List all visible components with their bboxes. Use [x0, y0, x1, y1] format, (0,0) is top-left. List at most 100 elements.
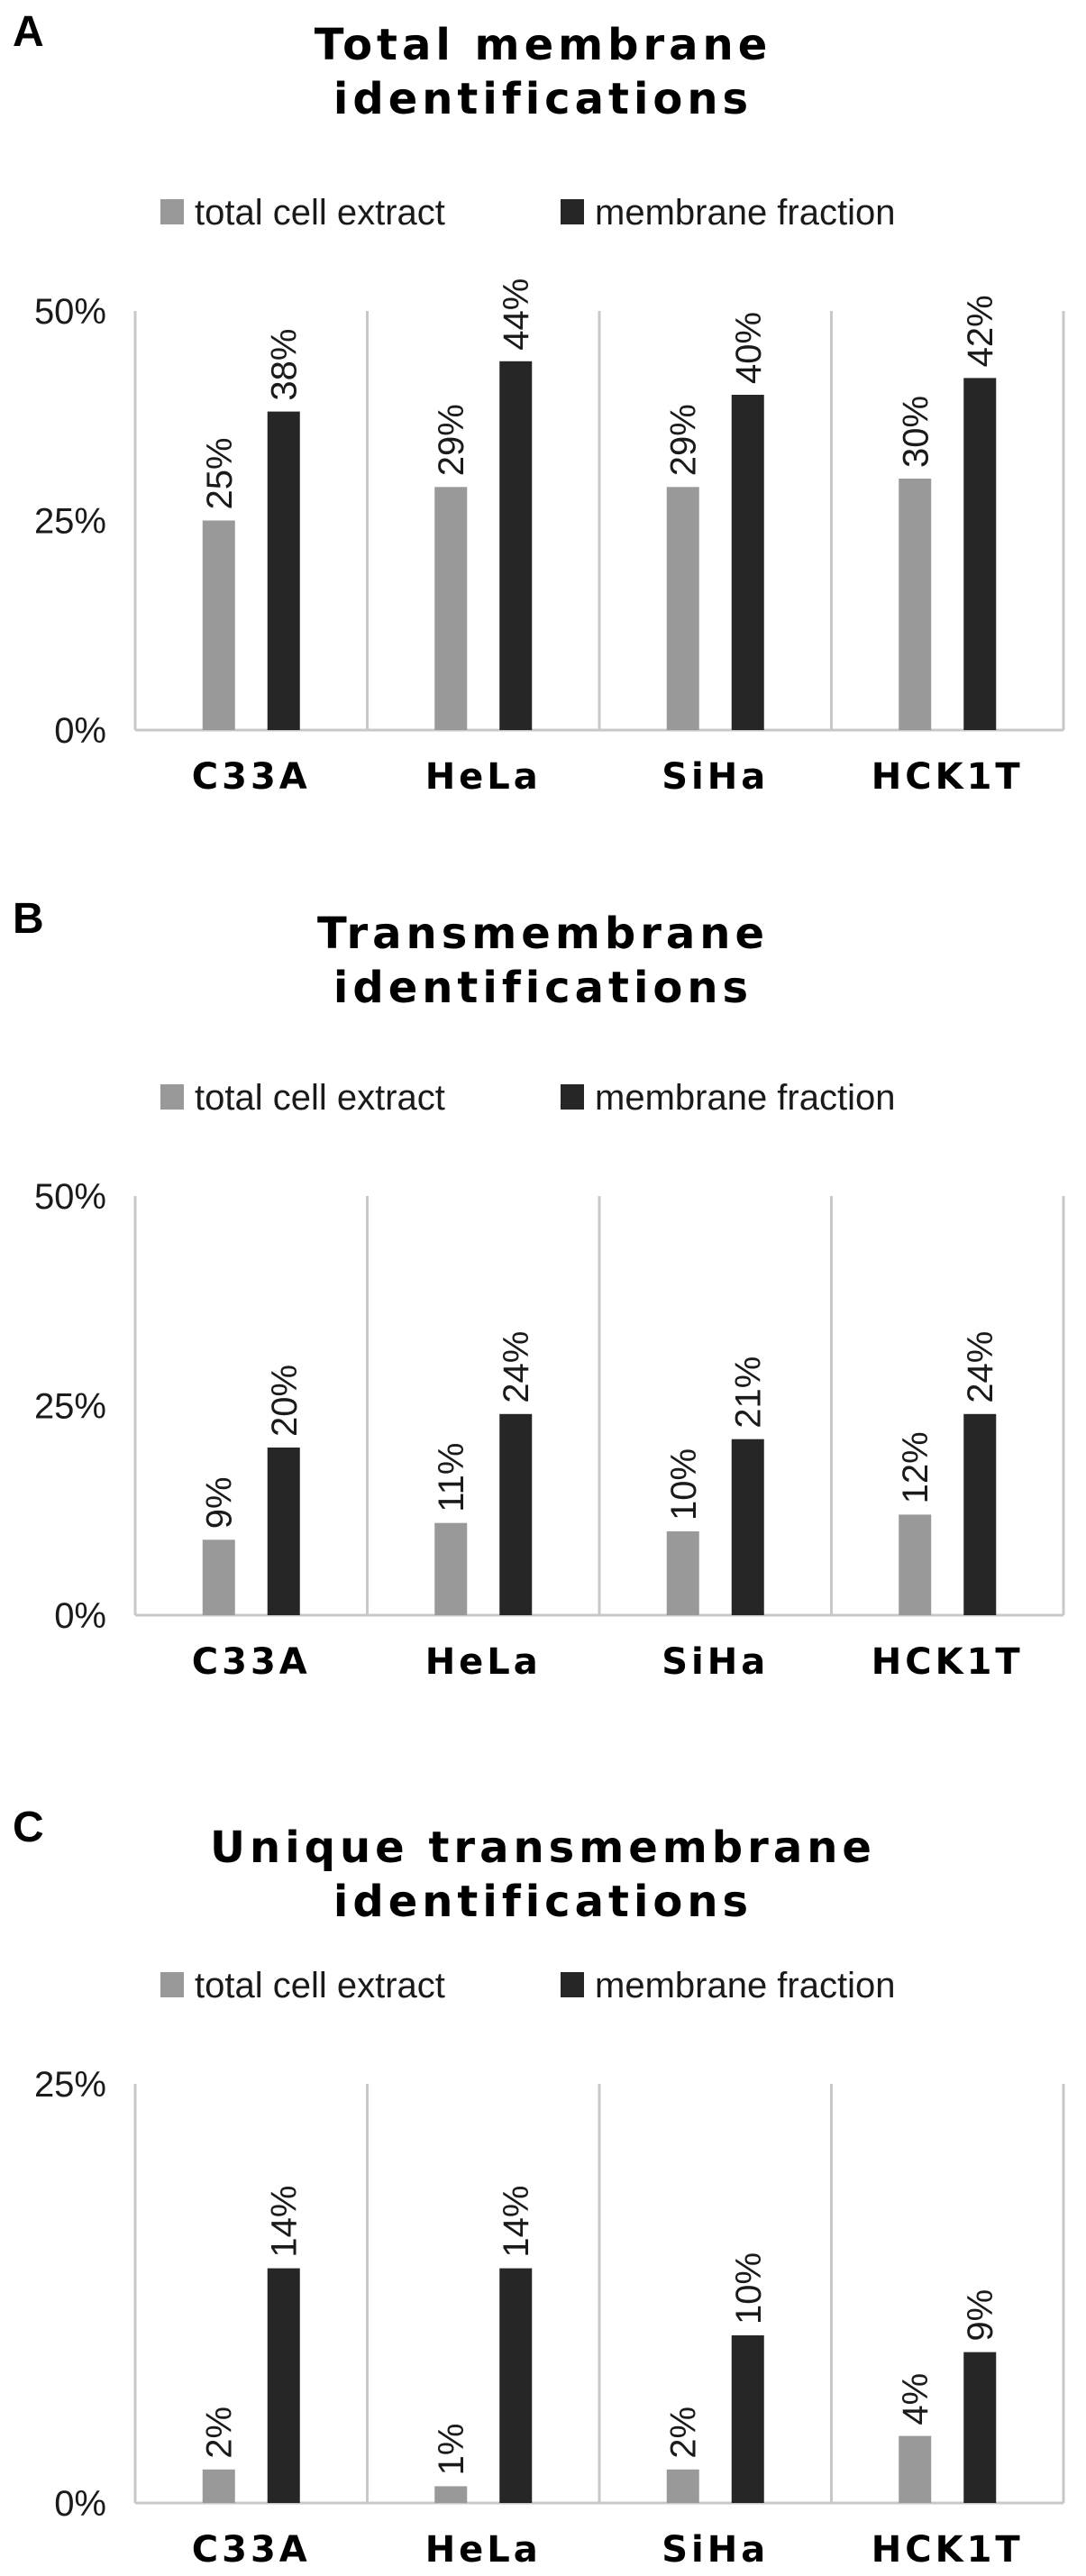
legend-label: total cell extract	[195, 1966, 445, 2005]
bar	[666, 487, 699, 730]
legend-label: total cell extract	[195, 193, 445, 233]
bar	[499, 361, 533, 730]
legend: total cell extract membrane fraction	[160, 1078, 895, 1118]
data-label: 25%	[200, 437, 240, 509]
data-label: 10%	[729, 2252, 769, 2325]
data-label: 2%	[664, 2407, 704, 2459]
bar	[963, 378, 997, 730]
legend-swatch	[160, 1972, 184, 1997]
legend-swatch	[160, 199, 184, 224]
legend-label: total cell extract	[195, 1078, 445, 1118]
chart-title-line: Transmembrane	[316, 909, 769, 959]
legend-swatch	[561, 199, 584, 224]
chart-title-line: identifications	[333, 1877, 753, 1927]
legend-swatch	[561, 1084, 584, 1110]
legend-label: membrane fraction	[595, 1078, 895, 1118]
x-tick-label: HCK1T	[872, 1641, 1024, 1683]
data-label: 29%	[664, 404, 704, 476]
bar	[499, 1413, 533, 1615]
x-tick-label: HeLa	[425, 756, 542, 798]
x-tick-label: HeLa	[425, 2529, 542, 2571]
x-tick-label: HCK1T	[872, 756, 1024, 798]
bar	[202, 1539, 235, 1615]
chart-title: Transmembrane identifications	[0, 907, 1086, 1015]
bar	[267, 2268, 300, 2503]
data-label: 11%	[432, 1443, 471, 1512]
legend-swatch	[561, 1972, 584, 1997]
panel-letter: B	[13, 895, 44, 943]
data-label: 2%	[200, 2407, 240, 2459]
bar	[267, 411, 300, 730]
bar	[434, 1522, 468, 1615]
chart-title-line: identifications	[333, 74, 753, 124]
panel-b: B Transmembrane identifications total ce…	[0, 883, 1086, 1785]
data-label: 14%	[265, 2186, 305, 2258]
data-label: 40%	[729, 312, 769, 384]
x-tick-label: C33A	[192, 2529, 311, 2571]
bar	[731, 395, 764, 730]
bar	[202, 520, 235, 730]
data-label: 30%	[896, 396, 935, 468]
y-tick-label: 0%	[54, 1596, 106, 1636]
data-label: 20%	[265, 1365, 305, 1437]
bar	[666, 2469, 699, 2503]
legend-label: membrane fraction	[595, 1966, 895, 2005]
bar	[434, 487, 468, 730]
data-label: 9%	[961, 2289, 1000, 2342]
bar	[267, 1448, 300, 1615]
legend-label: membrane fraction	[595, 193, 895, 233]
x-tick-label: HCK1T	[872, 2529, 1024, 2571]
chart-title: Unique transmembrane identifications	[0, 1821, 1086, 1929]
bar	[963, 1413, 997, 1615]
chart-title-line: Total membrane	[314, 20, 772, 70]
x-tick-label: SiHa	[662, 1641, 769, 1683]
data-label: 12%	[896, 1431, 935, 1503]
bar	[963, 2352, 997, 2503]
data-label: 4%	[896, 2373, 935, 2425]
bar-chart: total cell extract membrane fraction 0% 25%…	[34, 1078, 1065, 1683]
data-label: 9%	[200, 1476, 240, 1529]
data-label: 1%	[432, 2424, 471, 2476]
data-label: 24%	[961, 1331, 1000, 1403]
data-label: 10%	[664, 1448, 704, 1521]
data-label: 21%	[729, 1357, 769, 1429]
y-tick-label: 0%	[54, 711, 106, 751]
data-label: 38%	[265, 329, 305, 401]
data-label: 29%	[432, 404, 471, 476]
bar	[202, 2469, 235, 2503]
y-tick-label: 50%	[34, 292, 106, 332]
x-tick-label: SiHa	[662, 756, 769, 798]
panel-a: A Total membrane identifications total c…	[0, 0, 1086, 883]
chart-title-line: identifications	[333, 963, 753, 1013]
x-tick-label: C33A	[192, 1641, 311, 1683]
bar-chart: total cell extract membrane fraction 0% 25%…	[34, 1966, 1065, 2571]
bar	[899, 1514, 932, 1615]
x-tick-label: HeLa	[425, 1641, 542, 1683]
chart-title-line: Unique transmembrane	[210, 1822, 876, 1873]
legend: total cell extract membrane fraction	[160, 1966, 895, 2005]
bar	[666, 1531, 699, 1615]
data-label: 42%	[961, 295, 1000, 367]
x-tick-label: SiHa	[662, 2529, 769, 2571]
data-label: 14%	[497, 2186, 536, 2258]
y-tick-label: 50%	[34, 1177, 106, 1217]
legend: total cell extract membrane fraction	[160, 193, 895, 233]
y-tick-label: 25%	[34, 2065, 106, 2105]
y-tick-label: 25%	[34, 502, 106, 542]
data-label: 44%	[497, 279, 536, 351]
data-label: 24%	[497, 1331, 536, 1403]
panel-c: C Unique transmembrane identifications t…	[0, 1785, 1086, 2576]
bar	[899, 2435, 932, 2503]
panel-letter: C	[13, 1804, 44, 1851]
bar	[499, 2268, 533, 2503]
bar	[434, 2486, 468, 2503]
bar-chart: total cell extract membrane fraction 0% 25%…	[34, 193, 1065, 798]
y-tick-label: 25%	[34, 1387, 106, 1427]
panel-letter: A	[13, 8, 44, 56]
bar	[899, 479, 932, 730]
bar	[731, 2335, 764, 2503]
y-tick-label: 0%	[54, 2484, 106, 2524]
x-tick-label: C33A	[192, 756, 311, 798]
bar	[731, 1439, 764, 1615]
legend-swatch	[160, 1084, 184, 1110]
